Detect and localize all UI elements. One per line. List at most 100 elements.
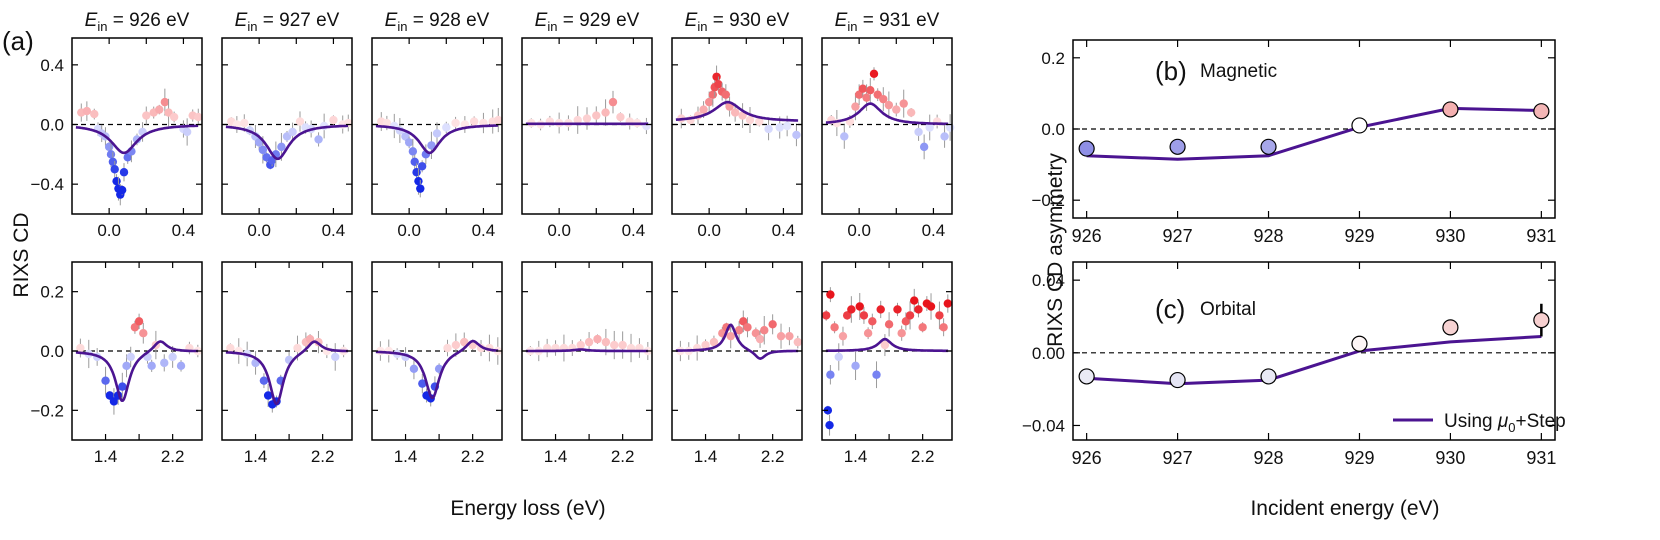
data-point <box>914 127 923 137</box>
panel-top-931: 0.0 0.4 <box>821 37 955 240</box>
data-point <box>427 141 436 150</box>
data-point <box>258 145 268 155</box>
data-point <box>610 340 619 350</box>
data-point <box>134 317 144 326</box>
data-point <box>314 135 323 144</box>
data-point <box>734 326 744 335</box>
data-point <box>432 129 442 138</box>
data-point <box>880 340 890 350</box>
ein-title: Ein = 927 eV <box>235 10 340 34</box>
data-point <box>408 147 418 156</box>
panel-top-929: 0.0 0.4 <box>521 37 653 240</box>
data-point <box>884 320 894 329</box>
x-tick-label: 1.4 <box>394 447 418 466</box>
fit-curve <box>675 323 799 360</box>
data-point <box>443 343 452 353</box>
fit-curve <box>375 339 499 400</box>
data-point <box>382 118 392 128</box>
data-point <box>168 352 177 362</box>
fit-curve <box>225 124 349 161</box>
x-tick-label: 0.0 <box>97 221 121 240</box>
data-point <box>893 305 902 314</box>
data-point <box>601 108 610 117</box>
panel-a-xlabel: Energy loss (eV) <box>450 497 605 520</box>
fit-line <box>1086 335 1542 386</box>
data-point <box>840 132 849 141</box>
data-point <box>106 150 116 159</box>
panel-top-930: 0.0 0.4 <box>671 37 803 240</box>
data-point <box>943 299 953 308</box>
data-point <box>132 135 142 144</box>
data-point <box>616 112 625 122</box>
data-point <box>1260 138 1277 155</box>
axes-frame <box>671 37 803 215</box>
x-tick-label: 0.0 <box>247 221 271 240</box>
x-tick-label: 0.4 <box>922 221 946 240</box>
data-point <box>858 84 868 93</box>
data-point <box>897 329 906 338</box>
data-point <box>573 115 582 125</box>
data-point <box>108 157 118 166</box>
ein-title: Ein = 926 eV <box>85 10 190 34</box>
x-tick-label: 0.0 <box>847 221 871 240</box>
data-point <box>775 123 784 132</box>
x-tick-label: 928 <box>1254 448 1284 468</box>
panel-top-928: 0.0 0.4 <box>371 37 503 240</box>
y-tick-label: 0.2 <box>40 283 64 302</box>
data-point <box>142 111 151 120</box>
axes-frame <box>371 37 503 215</box>
fit-curve <box>75 124 199 155</box>
data-point <box>164 108 173 117</box>
data-point <box>584 337 594 347</box>
data-point <box>764 124 773 134</box>
x-tick-label: 931 <box>1526 448 1556 468</box>
panel-top-926: 0.0 0.4 −0.4 0.0 0.4 <box>30 37 203 240</box>
plots: Ein = 926 eV Ein = 927 eV Ein = 928 eV Ein … <box>30 10 1556 468</box>
data-point <box>1260 368 1277 385</box>
x-tick-label: 1.4 <box>244 447 268 466</box>
fit-curve <box>825 337 949 353</box>
x-tick-label: 930 <box>1435 448 1465 468</box>
data-point <box>1533 312 1550 329</box>
data-point <box>1351 117 1368 134</box>
data-point <box>126 352 135 362</box>
data-point <box>755 117 764 126</box>
ein-title: Ein = 931 eV <box>835 10 940 34</box>
x-tick-label: 928 <box>1254 226 1284 246</box>
data-point <box>608 97 618 107</box>
data-point <box>160 358 169 368</box>
data-point <box>90 109 99 119</box>
x-tick-label: 931 <box>1526 226 1556 246</box>
y-tick-label: −0.04 <box>1022 416 1065 435</box>
data-point <box>118 382 127 391</box>
data-point <box>704 97 714 107</box>
data-point <box>721 90 731 99</box>
data-point <box>862 93 871 102</box>
data-point <box>785 331 794 341</box>
data-point <box>699 105 708 114</box>
data-point <box>1169 138 1186 155</box>
x-tick-label: 0.4 <box>322 221 346 240</box>
panel-bc-ylabel: RIXS CD asymmetry <box>1044 153 1067 347</box>
data-point <box>739 317 748 326</box>
data-point <box>892 105 901 114</box>
data-point <box>701 340 710 350</box>
data-point <box>792 130 801 140</box>
x-tick-label: 929 <box>1344 226 1374 246</box>
axes-frame <box>71 37 203 215</box>
data-point <box>868 317 877 326</box>
data-point <box>494 115 503 125</box>
data-point <box>730 108 740 117</box>
data-point <box>295 117 305 126</box>
x-tick-label: 2.2 <box>161 447 185 466</box>
panel-bottom-929: 1.4 2.2 <box>521 261 653 466</box>
data-point <box>879 94 888 104</box>
x-tick-label: 0.4 <box>172 221 196 240</box>
data-point <box>876 305 885 314</box>
data-point <box>119 168 129 177</box>
data-point <box>418 379 427 388</box>
data-point <box>109 397 119 406</box>
data-point <box>919 142 929 152</box>
data-point <box>859 311 869 320</box>
data-point <box>263 391 273 400</box>
